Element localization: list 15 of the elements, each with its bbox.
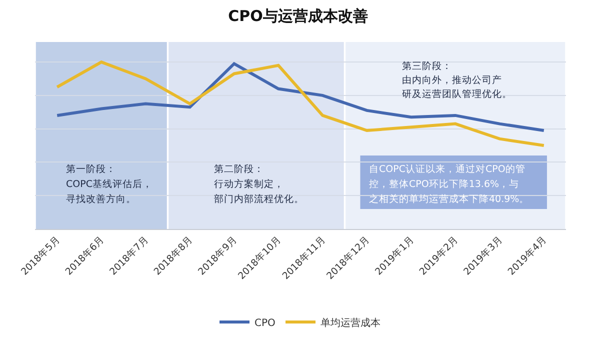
annotation: 寻找改善方向。 xyxy=(66,193,136,205)
annotation: 之相关的单均运营成本下降40.9%。 xyxy=(369,193,530,205)
annotation: 由内向外，推动公司产 xyxy=(402,74,502,86)
annotation: 研及运营团队管理优化。 xyxy=(402,88,512,100)
annotation: 第三阶段： xyxy=(402,60,452,72)
annotation: 第二阶段： xyxy=(214,163,264,175)
annotation: 自COPC认证以来，通过对CPO的管 xyxy=(369,163,526,175)
chart-title: CPO与运营成本改善 xyxy=(228,6,368,25)
annotation: COPC基线评估后， xyxy=(66,178,152,190)
annotation: 行动方案制定， xyxy=(214,178,284,190)
legend-label: 单均运营成本 xyxy=(320,316,381,329)
legend-label: CPO xyxy=(254,318,276,329)
annotation: 控，整体CPO环比下降13.6%，与 xyxy=(369,178,520,190)
annotation: 部门内部流程优化。 xyxy=(214,193,304,205)
annotation: 第一阶段： xyxy=(66,163,116,175)
